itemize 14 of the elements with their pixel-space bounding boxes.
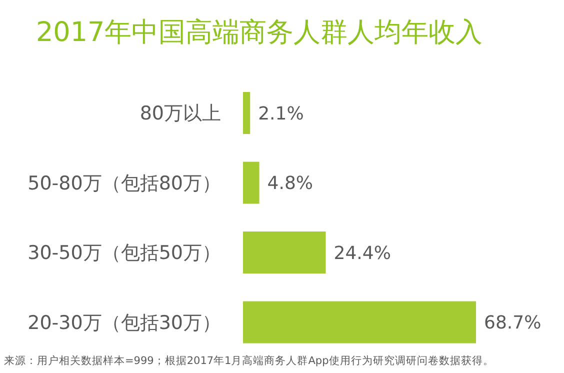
y-tick-label: 80万以上 <box>140 102 221 125</box>
annotation: 来源：用户相关数据样本=999；根据2017年1月高端商务人群App使用行为研究调研问卷数据获得。 <box>4 354 494 368</box>
chart-title: 2017年中国高端商务人群人均年收入 <box>36 16 483 50</box>
data-label: 24.4% <box>334 242 391 264</box>
y-tick-label: 30-50万（包括50万） <box>28 242 221 264</box>
bar <box>243 162 260 204</box>
y-tick-label: 50-80万（包括80万） <box>28 172 221 194</box>
data-label: 68.7% <box>484 312 542 334</box>
bar <box>243 92 250 134</box>
data-label: 4.8% <box>267 173 314 194</box>
bar <box>243 232 326 274</box>
data-label: 2.1% <box>258 103 304 124</box>
bar <box>243 301 476 344</box>
y-tick-label: 20-30万（包括30万） <box>28 312 221 334</box>
